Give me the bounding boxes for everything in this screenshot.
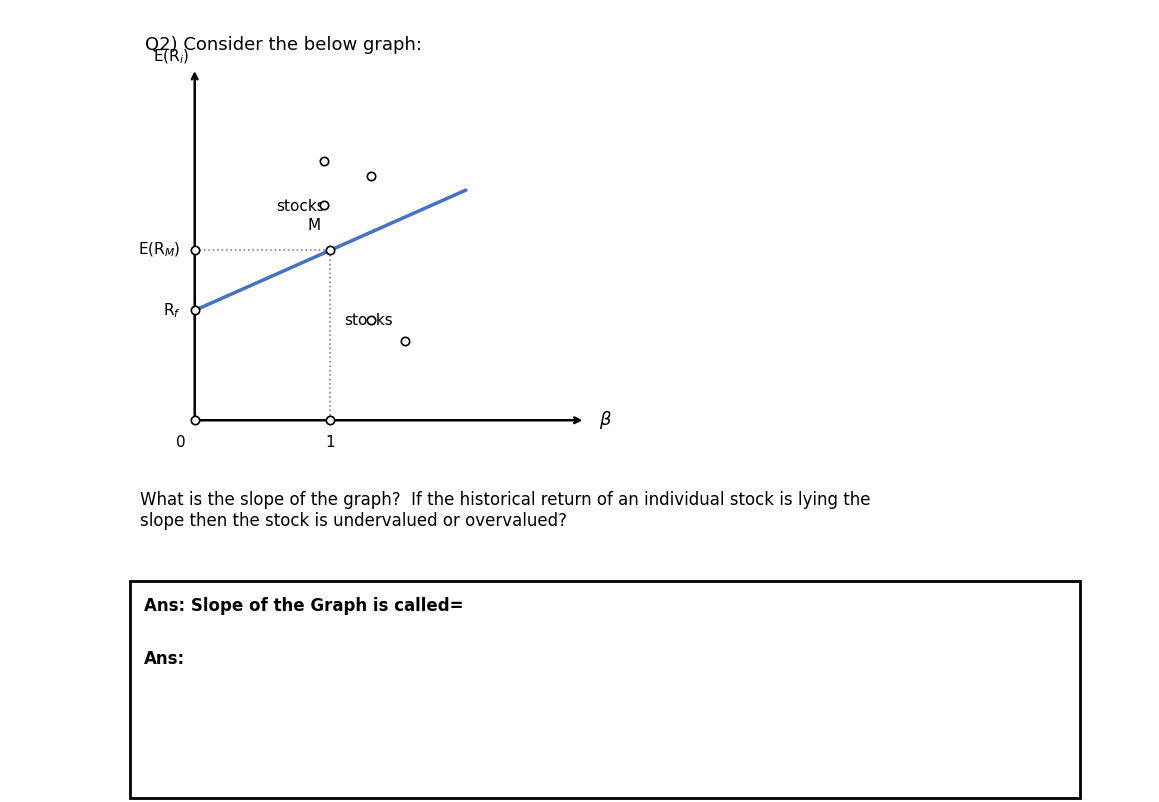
Text: Ans: Slope of the Graph is called=: Ans: Slope of the Graph is called= [144,597,464,615]
Text: β: β [599,411,611,429]
Text: M: M [308,217,321,233]
Text: 1: 1 [326,435,335,450]
Text: stocks: stocks [344,313,393,328]
FancyBboxPatch shape [130,581,1080,798]
Text: 0: 0 [176,435,185,450]
Text: What is the slope of the graph?  If the historical return of an individual stock: What is the slope of the graph? If the h… [140,491,870,529]
Text: E(R$_i$): E(R$_i$) [153,47,189,66]
Text: E(R$_M$): E(R$_M$) [138,241,181,259]
Text: Q2) Consider the below graph:: Q2) Consider the below graph: [145,36,422,54]
Text: R$_f$: R$_f$ [163,301,181,320]
Text: stocks: stocks [276,199,325,213]
Text: Ans:: Ans: [144,650,184,667]
